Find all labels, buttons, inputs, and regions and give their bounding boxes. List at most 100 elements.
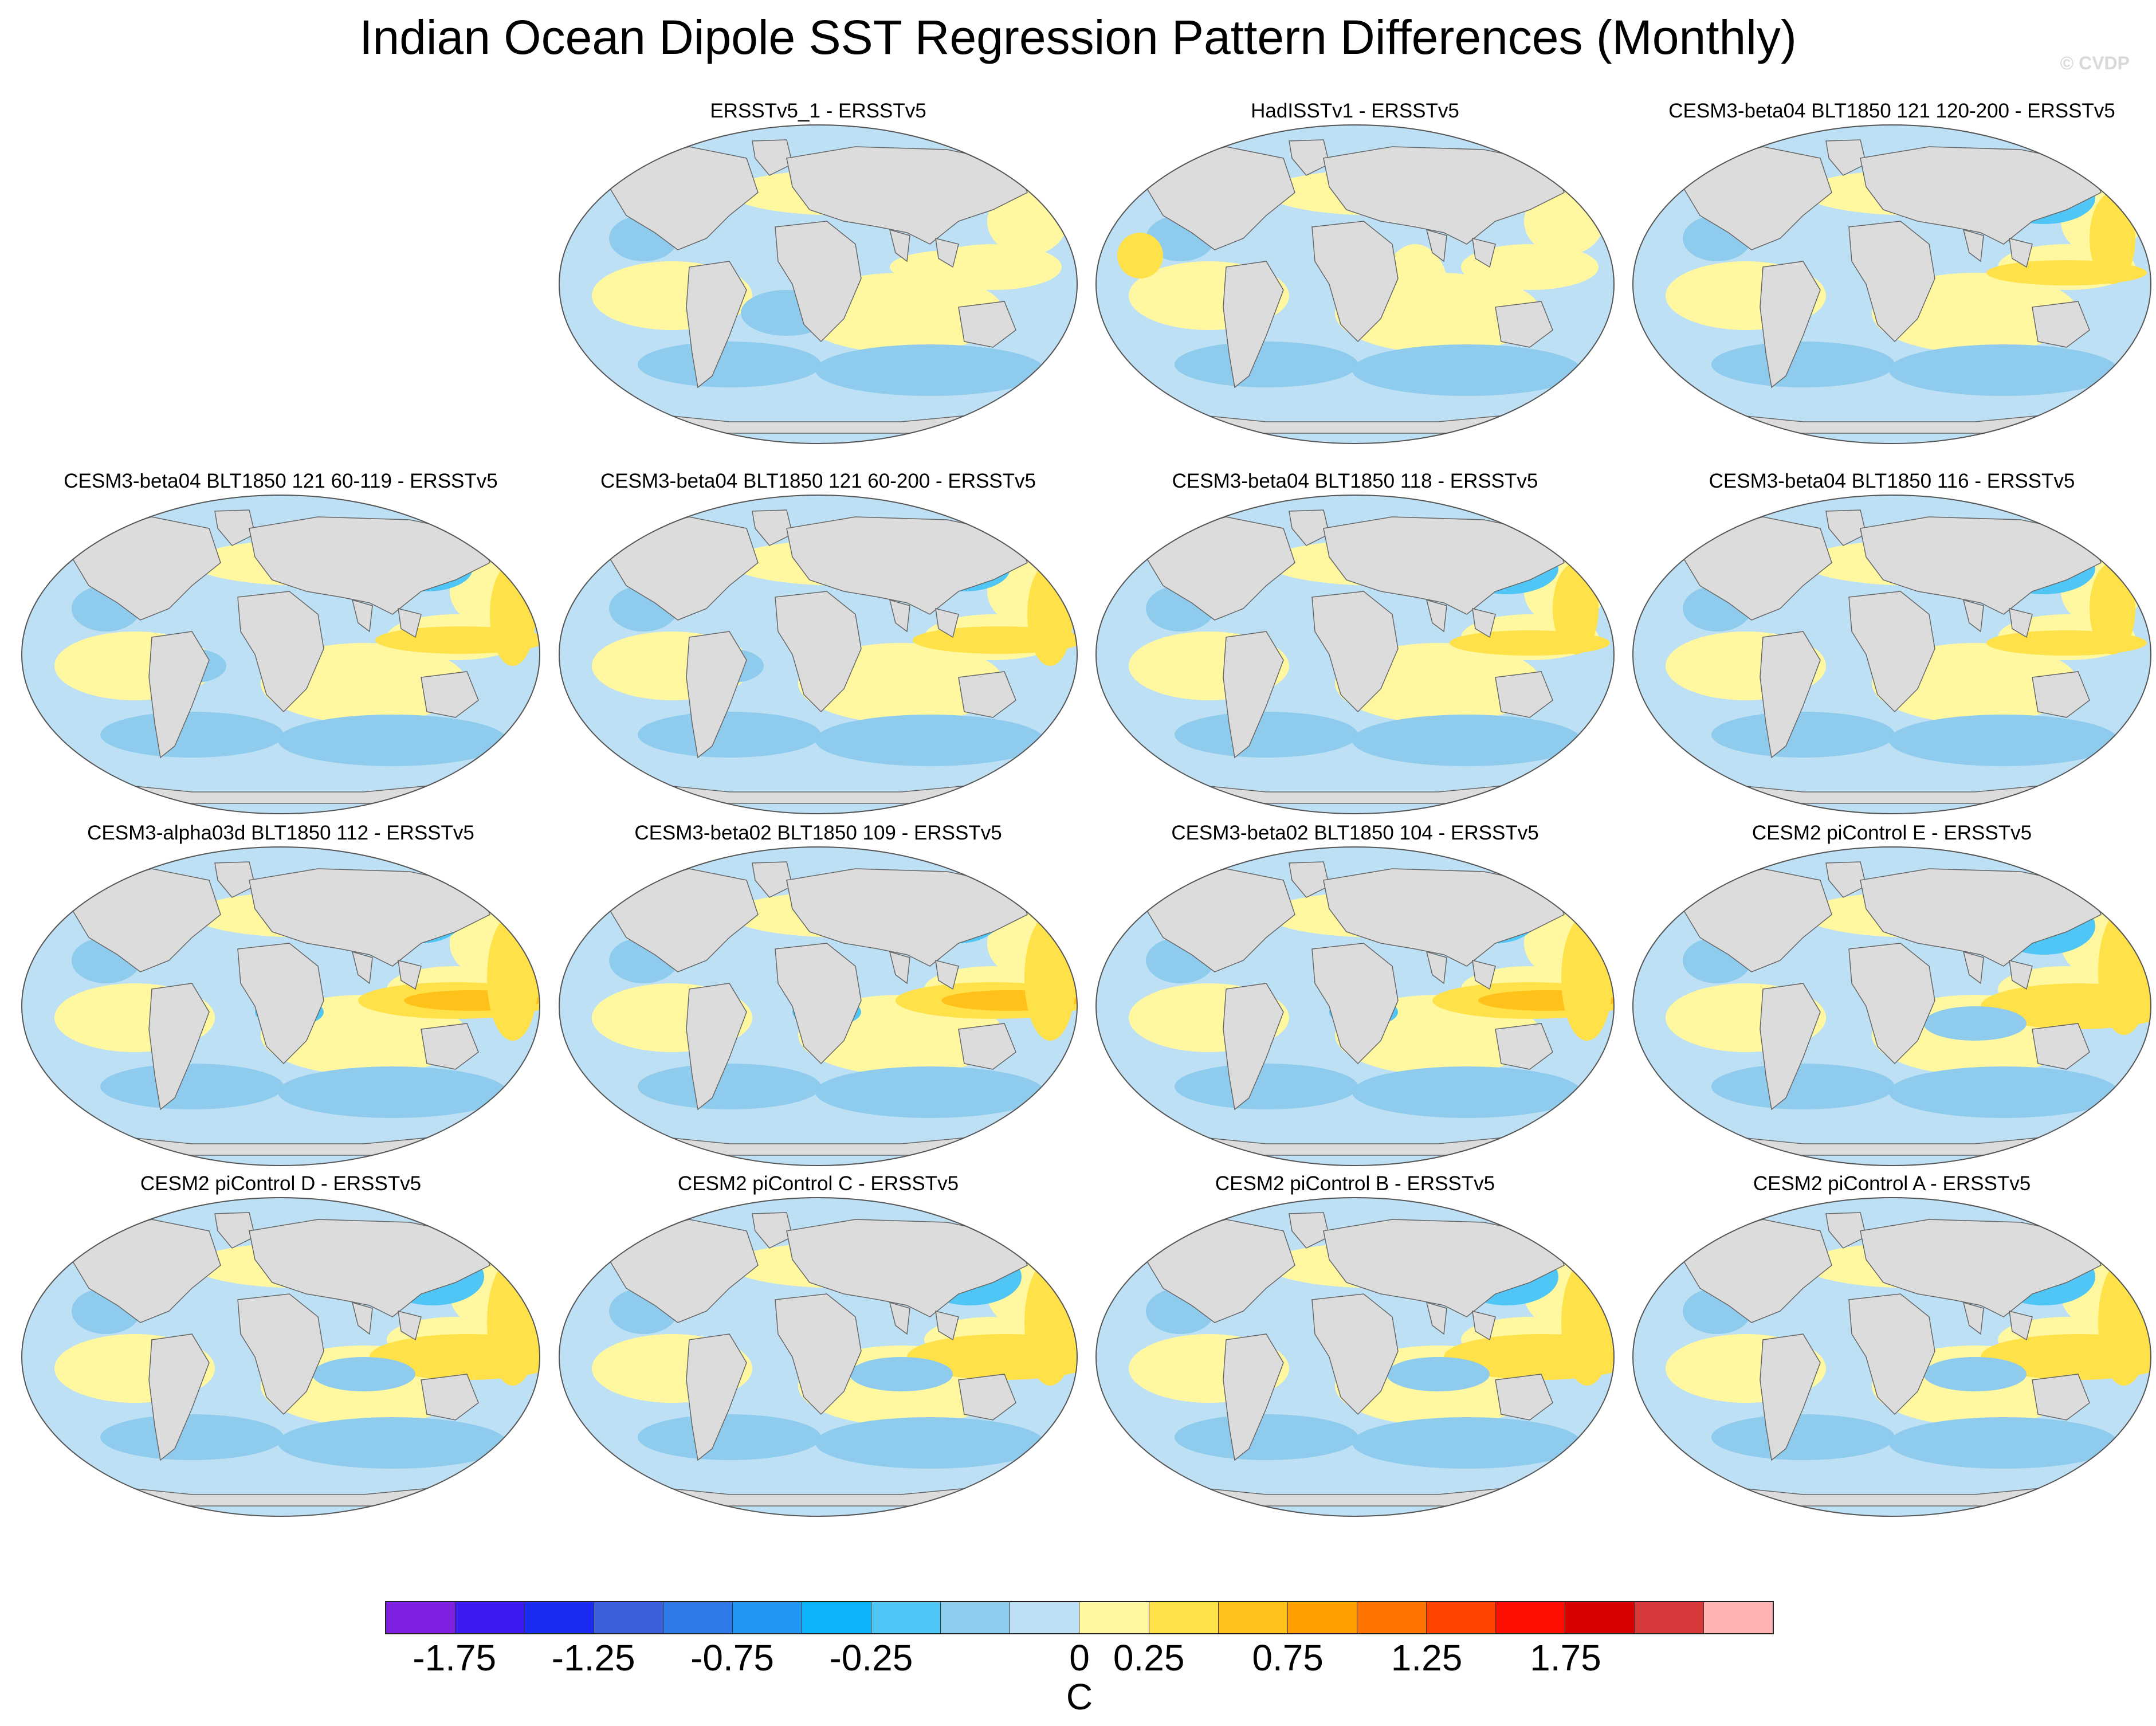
anomaly-region — [1889, 715, 2118, 766]
anomaly-region — [1923, 1006, 2027, 1041]
colorbar-swatch — [1357, 1602, 1427, 1633]
land-mass — [786, 146, 1028, 245]
map-panel: CESM3-beta02 BLT1850 109 - ERSSTv5 — [552, 821, 1085, 1176]
anomaly-region — [1711, 342, 1895, 387]
land-mass — [1289, 509, 1330, 546]
land-mass — [608, 868, 759, 972]
land-mass — [351, 951, 373, 984]
anomaly-region — [1117, 233, 1163, 278]
colorbar-unit: C — [1066, 1676, 1093, 1717]
anomaly-region — [638, 712, 821, 758]
figure-title: Indian Ocean Dipole SST Regression Patte… — [359, 10, 1797, 64]
sst-difference-map — [1095, 495, 1615, 814]
land-mass — [421, 1023, 479, 1070]
land-mass — [1495, 1374, 1553, 1421]
anomaly-region — [100, 1064, 284, 1109]
anomaly-region — [278, 715, 507, 766]
land-mass — [148, 1333, 210, 1461]
colorbar-swatch — [1634, 1602, 1704, 1633]
land-mass — [1145, 146, 1295, 250]
land-mass — [1311, 943, 1399, 1065]
land-mass — [1425, 951, 1447, 984]
land-mass — [1682, 146, 1832, 250]
land-mass — [1825, 1212, 1867, 1249]
map-panel: CESM2 piControl E - ERSSTv5 — [1625, 821, 2156, 1176]
land-mass — [889, 951, 910, 984]
land-mass — [71, 868, 221, 972]
land-mass — [786, 868, 1028, 967]
anomaly-region — [1352, 715, 1581, 766]
land-mass — [686, 1333, 747, 1461]
anomaly-region — [1553, 563, 1599, 654]
anomaly-region — [487, 915, 539, 1041]
colorbar-tick-label: -0.75 — [690, 1637, 774, 1678]
land-mass — [351, 1301, 373, 1335]
land-mass — [249, 1219, 490, 1317]
anomaly-region — [1175, 1414, 1358, 1460]
anomaly-region — [1352, 1066, 1581, 1118]
land-mass — [2009, 1311, 2033, 1341]
sst-difference-map — [21, 846, 540, 1166]
land-mass — [1848, 1293, 1935, 1415]
colorbar-tick-label: 0 — [1069, 1637, 1090, 1678]
anomaly-region — [1352, 1417, 1581, 1469]
map-panel: CESM2 piControl B - ERSSTv5 — [1089, 1171, 1621, 1527]
land-mass — [1425, 599, 1447, 633]
land-mass — [775, 1293, 862, 1415]
land-mass — [1223, 1333, 1284, 1461]
anomaly-region — [815, 344, 1044, 396]
map-border — [1632, 846, 2151, 1166]
land-mass — [889, 229, 910, 262]
land-mass — [1472, 608, 1496, 638]
land-mass — [686, 983, 747, 1111]
anomaly-region — [1175, 712, 1358, 758]
colorbar-swatch — [871, 1602, 941, 1633]
anomaly-region — [2098, 1260, 2150, 1386]
colorbar-swatch — [1703, 1602, 1773, 1633]
land-mass — [1962, 599, 1984, 633]
land-mass — [1223, 983, 1284, 1111]
land-mass — [1682, 868, 1832, 972]
map-panel: CESM3-beta02 BLT1850 104 - ERSSTv5 — [1089, 821, 1621, 1176]
land-mass — [237, 943, 324, 1065]
land-mass — [214, 1212, 256, 1249]
anomaly-region — [100, 1414, 284, 1460]
land-mass — [1860, 516, 2102, 615]
anomaly-region — [1711, 1414, 1895, 1460]
map-border — [1095, 846, 1615, 1166]
panel-title: ERSSTv5_1 - ERSSTv5 — [710, 100, 926, 122]
map-panel: ERSSTv5_1 - ERSSTv5 — [552, 99, 1085, 454]
land-mass — [148, 631, 210, 759]
anomaly-region — [1024, 1260, 1076, 1386]
colorbar-tick-label: -1.25 — [551, 1637, 635, 1678]
map-border — [559, 124, 1078, 444]
land-mass — [2032, 1023, 2090, 1070]
land-mass — [1860, 146, 2102, 245]
anomaly-region — [2098, 909, 2150, 1035]
sst-difference-map — [1095, 124, 1615, 444]
anomaly-region — [1889, 1417, 2118, 1469]
panel-title: CESM3-beta04 BLT1850 118 - ERSSTv5 — [1172, 470, 1538, 492]
land-mass — [1848, 221, 1935, 343]
land-mass — [2032, 1374, 2090, 1421]
map-panel: CESM2 piControl A - ERSSTv5 — [1625, 1171, 2156, 1527]
land-mass — [1289, 1212, 1330, 1249]
anomaly-region — [490, 563, 536, 666]
colorbar-tick-label: 0.75 — [1252, 1637, 1324, 1678]
land-mass — [1323, 516, 1565, 615]
map-border — [559, 846, 1078, 1166]
land-mass — [1962, 1301, 1984, 1335]
land-mass — [2032, 301, 2090, 348]
map-panel: CESM2 piControl D - ERSSTv5 — [14, 1171, 547, 1527]
land-mass — [752, 1212, 793, 1249]
anomaly-region — [890, 250, 1027, 284]
panel-title: HadISSTv1 - ERSSTv5 — [1251, 100, 1459, 122]
colorbar-swatch — [525, 1602, 595, 1633]
land-mass — [686, 261, 747, 389]
land-mass — [398, 960, 422, 990]
land-mass — [1323, 146, 1565, 245]
land-mass — [935, 960, 959, 990]
map-panel: CESM3-beta04 BLT1850 118 - ERSSTv5 — [1089, 469, 1621, 824]
land-mass — [958, 1023, 1016, 1070]
colorbar-tick-label: 0.25 — [1113, 1637, 1185, 1678]
